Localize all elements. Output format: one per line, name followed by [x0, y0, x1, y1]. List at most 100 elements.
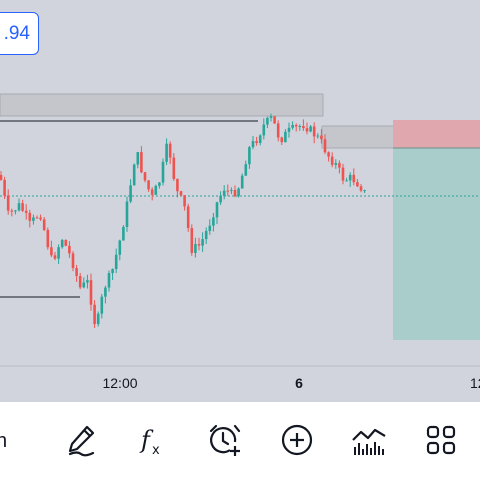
- candle-body: [197, 244, 201, 246]
- candle-body: [46, 229, 50, 248]
- candle-body: [86, 280, 89, 283]
- candle-body: [57, 247, 60, 259]
- candle-body: [132, 164, 136, 186]
- candle-body: [230, 189, 233, 191]
- candles-group: [0, 113, 366, 328]
- candle-body: [359, 186, 363, 191]
- more-menu-button[interactable]: [423, 422, 459, 458]
- pencil-icon: [68, 425, 95, 457]
- candle-body: [107, 273, 111, 288]
- candle-body: [330, 156, 334, 165]
- candle-body: [273, 116, 276, 124]
- candle-body: [122, 226, 125, 241]
- svg-text:x: x: [152, 443, 160, 457]
- candle-body: [294, 124, 298, 127]
- candle-body: [154, 185, 158, 195]
- chart-area[interactable]: .94 12:00 6 12:: [0, 0, 480, 402]
- candle-body: [305, 128, 309, 132]
- candle-body: [140, 152, 143, 173]
- candle-body: [0, 175, 3, 180]
- grid-icon: [426, 425, 456, 455]
- candle-body: [50, 247, 53, 256]
- candle-body: [244, 164, 248, 176]
- candle-body: [302, 126, 305, 129]
- supply-zone-rect: [0, 93, 324, 117]
- candle-body: [287, 127, 291, 132]
- supply-zone-rect-2: [321, 125, 397, 149]
- candle-body: [269, 116, 273, 118]
- candle-body: [262, 124, 266, 136]
- add-alert-button[interactable]: [206, 422, 242, 458]
- bottom-toolbar: n f x: [0, 402, 480, 480]
- candle-body: [165, 143, 168, 162]
- candle-body: [17, 203, 21, 211]
- candle-body: [219, 195, 222, 203]
- candle-body: [118, 240, 122, 255]
- candle-body: [82, 282, 86, 288]
- indicators-button[interactable]: [351, 422, 387, 458]
- candle-body: [100, 296, 104, 314]
- toolbar-partial-label[interactable]: n: [0, 430, 8, 452]
- candle-body: [345, 180, 348, 182]
- candle-body: [14, 210, 17, 212]
- candle-body: [168, 143, 172, 158]
- candle-body: [334, 163, 338, 165]
- candle-body: [32, 217, 35, 221]
- candle-body: [24, 210, 28, 213]
- candle-body: [212, 217, 215, 226]
- candle-body: [266, 117, 269, 125]
- time-label-day-6: 6: [295, 375, 303, 391]
- candle-body: [348, 174, 352, 181]
- candle-body: [312, 126, 316, 137]
- candle-body: [150, 189, 154, 195]
- candle-body: [39, 217, 42, 220]
- candle-body: [237, 188, 240, 197]
- candle-body: [276, 123, 280, 138]
- candle-body: [78, 276, 82, 288]
- candle-body: [255, 141, 258, 143]
- candle-body: [60, 239, 64, 248]
- candle-body: [28, 212, 32, 221]
- candle-body: [147, 180, 150, 190]
- candle-body: [316, 135, 320, 137]
- candle-body: [129, 185, 132, 202]
- add-button[interactable]: [279, 422, 315, 458]
- candle-body: [111, 269, 114, 274]
- candle-body: [93, 304, 96, 325]
- candle-body: [96, 313, 100, 325]
- candle-body: [176, 178, 179, 192]
- candle-body: [284, 131, 287, 143]
- candle-body: [64, 239, 68, 246]
- candle-body: [71, 253, 75, 269]
- candle-body: [204, 230, 208, 240]
- function-icon: f x: [139, 426, 160, 457]
- candle-body: [226, 190, 230, 192]
- candle-body: [42, 219, 46, 230]
- indicators-fx-button[interactable]: f x: [134, 422, 170, 458]
- candle-body: [320, 135, 323, 140]
- candle-body: [158, 182, 161, 186]
- candle-body: [233, 189, 237, 197]
- candle-body: [208, 225, 212, 231]
- candle-body: [291, 124, 294, 128]
- candle-body: [352, 174, 356, 183]
- candle-body: [35, 217, 39, 219]
- drawing-tool-button[interactable]: [64, 422, 100, 458]
- candlestick-chart[interactable]: [0, 0, 480, 402]
- candle-body: [363, 190, 366, 192]
- candle-body: [323, 139, 327, 153]
- candle-body: [248, 147, 251, 165]
- candle-body: [280, 137, 284, 143]
- candle-body: [201, 239, 204, 246]
- time-label-1200-partial: 12:: [470, 375, 480, 391]
- candle-body: [186, 206, 190, 229]
- alarm-add-icon: [209, 424, 241, 456]
- candle-body: [68, 245, 71, 254]
- candle-body: [222, 190, 226, 196]
- candle-body: [114, 254, 118, 270]
- candle-body: [240, 175, 244, 189]
- candle-body: [53, 255, 57, 259]
- candle-body: [125, 201, 129, 227]
- add-circle-icon: [281, 424, 313, 456]
- price-badge[interactable]: .94: [0, 12, 39, 55]
